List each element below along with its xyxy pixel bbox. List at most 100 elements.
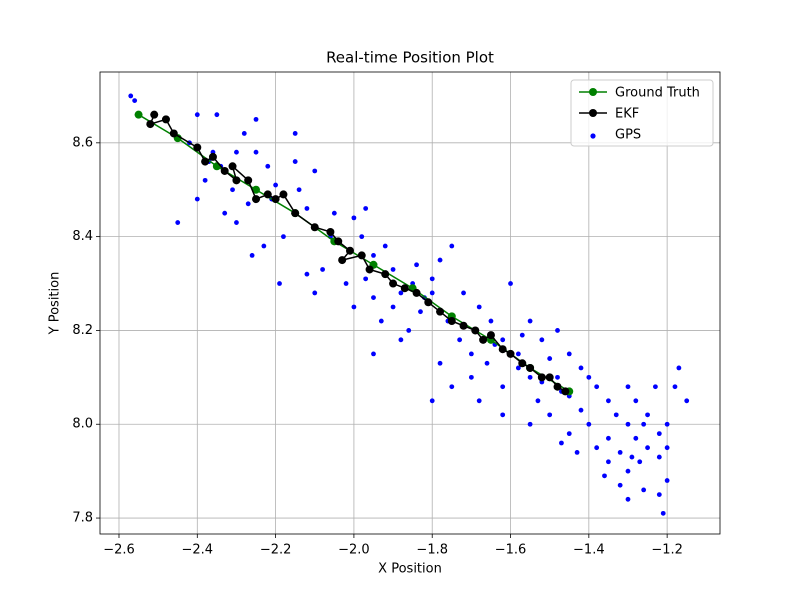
point [359,234,365,240]
marker [326,227,335,236]
point [343,281,349,286]
series [128,93,690,516]
point [273,182,279,188]
point [312,168,318,174]
point [637,459,643,465]
marker [310,223,319,232]
point [578,365,584,371]
point [602,473,607,479]
marker [545,373,554,382]
point [414,262,419,268]
point [261,243,267,249]
y-tick-label: 8.2 [72,323,93,338]
point [586,374,592,380]
point [429,398,435,404]
point [527,421,533,427]
marker [193,143,202,152]
marker [365,265,374,274]
point [351,304,357,310]
point [234,149,239,155]
point [363,206,369,211]
marker [518,359,527,368]
y-axis-label: Y Position [48,272,63,336]
point [437,257,443,263]
axes-frame [99,71,721,535]
point [398,290,404,296]
point [664,421,670,427]
point [253,149,259,155]
point [566,431,572,437]
chart-title: Real-time Position Plot [326,49,494,67]
point [625,468,631,474]
point [476,398,482,404]
point [641,421,647,427]
point [578,407,584,413]
x-tick-label: −1.4 [573,543,605,558]
marker [271,195,280,204]
point [515,351,521,357]
point [613,412,619,418]
point [331,210,337,216]
marker [134,110,143,119]
point [476,304,482,310]
point [312,290,318,296]
point [645,412,650,418]
marker [526,363,535,372]
point [265,163,271,169]
point [320,267,325,272]
line [138,114,570,393]
y-tick-label: 7.8 [72,511,93,526]
marker [244,176,253,185]
point [468,374,474,380]
point [500,337,506,343]
legend-box [570,79,714,147]
y-tick-label: 8.6 [72,135,93,150]
x-tick-label: −1.8 [416,543,448,558]
marker [338,256,347,265]
marker [220,166,229,175]
point [194,112,200,118]
point [500,412,506,418]
marker [291,209,300,218]
x-tick-label: −2.4 [182,543,214,558]
point [652,384,658,390]
legend-label: EKF [615,107,639,122]
point [249,252,255,258]
point [382,243,388,249]
x-tick-label: −2.0 [338,543,370,558]
point [241,131,247,136]
point [351,215,357,221]
marker [424,298,433,307]
marker [232,176,241,185]
point [429,290,435,296]
point [202,177,208,183]
point [656,454,662,460]
point [304,206,310,211]
point [371,351,376,357]
marker [252,185,261,194]
marker [479,335,488,344]
legend-label: Ground Truth [615,86,700,101]
marker [537,373,546,382]
marker [279,190,288,199]
point [194,196,200,202]
point [664,445,670,451]
point [633,398,639,404]
marker [334,237,343,246]
point [625,384,631,390]
point [437,360,443,366]
point [398,337,404,343]
point [500,384,506,390]
point [484,360,490,366]
point [555,328,560,333]
y-tick-label: 8.0 [72,417,93,432]
marker [228,162,237,171]
point [672,384,678,390]
point [222,210,228,216]
point [527,374,533,380]
marker [169,129,178,138]
marker [459,321,468,330]
point [363,276,369,282]
y-tick-label: 8.4 [72,229,93,244]
marker [561,387,570,396]
